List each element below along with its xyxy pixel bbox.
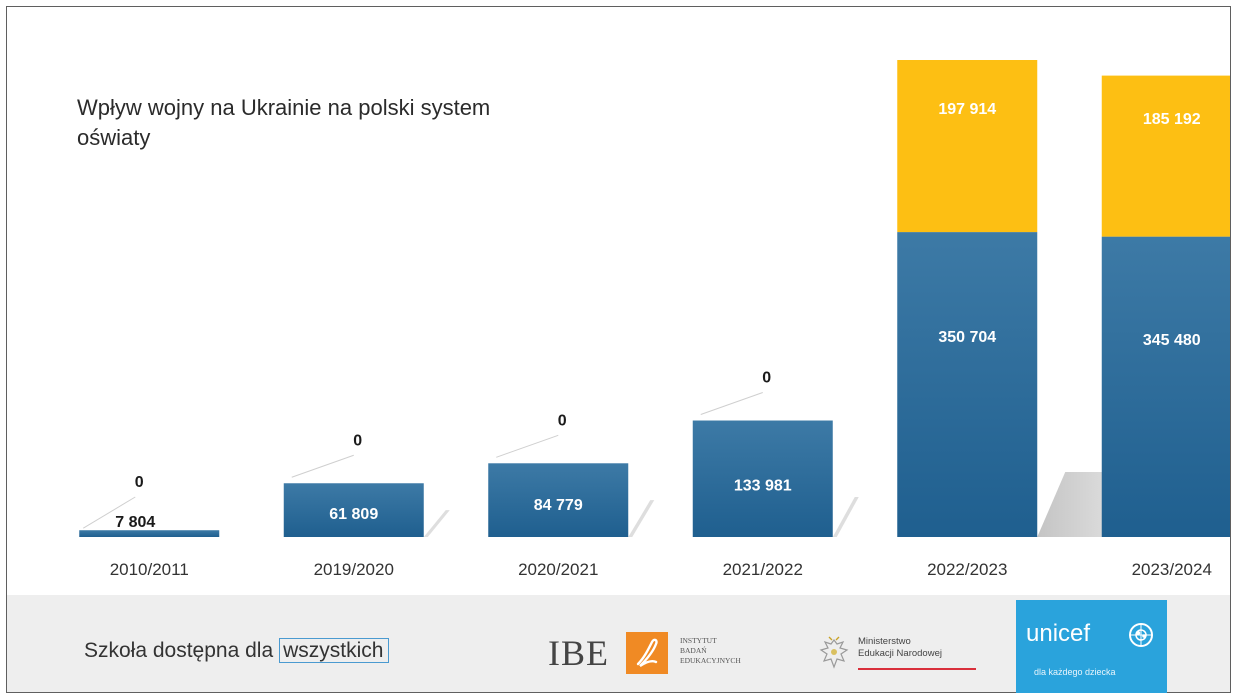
leader-line — [82, 496, 136, 529]
ibe-logo-icon — [626, 632, 668, 674]
slide-frame: 0 7 804 2010/2011 0 61 809 2019/2020 0 84 779 20… — [6, 6, 1231, 693]
ministry-name: Ministerstwo Edukacji Narodowej — [858, 636, 942, 659]
category-label: 2023/2024 — [1132, 560, 1212, 579]
data-label-blue: 345 480 — [1143, 332, 1201, 349]
data-label-blue: 84 779 — [534, 497, 583, 514]
ministry-red-line — [858, 668, 976, 670]
unicef-word: unicef — [1026, 620, 1091, 647]
category-label: 2010/2011 — [110, 560, 189, 579]
bar-yellow-2022/2023 — [897, 60, 1038, 233]
category-label: 2021/2022 — [723, 560, 803, 579]
ibe-letters: IBE — [548, 633, 609, 673]
bar-shadow — [628, 500, 655, 537]
category-label: 2019/2020 — [314, 560, 394, 579]
ibe-subtitle: INSTYTUT BADAŃ EDUKACYJNYCH — [680, 636, 741, 665]
leader-line — [291, 454, 354, 478]
data-label-zero: 0 — [762, 370, 771, 387]
tagline-boxed-word: wszystkich — [279, 638, 389, 663]
bar-blue-2022/2023 — [897, 232, 1038, 537]
bar-yellow-2023/2024 — [1101, 75, 1230, 237]
bar-blue-2010/2011 — [79, 530, 220, 537]
data-label-yellow: 197 914 — [938, 101, 996, 118]
bar-blue-2021/2022 — [692, 420, 833, 537]
tagline: Szkoła dostępna dla wszystkich — [84, 636, 389, 666]
data-label-blue: 7 804 — [115, 514, 155, 531]
data-label-blue: 133 981 — [734, 478, 792, 495]
data-label-yellow: 185 192 — [1143, 111, 1201, 128]
data-label-zero: 0 — [135, 474, 144, 491]
data-label-zero: 0 — [558, 412, 567, 429]
bar-blue-2023/2024 — [1101, 236, 1230, 537]
bar-shadow — [832, 497, 859, 537]
bar-chart: 0 7 804 2010/2011 0 61 809 2019/2020 0 84 779 20… — [79, 60, 1230, 579]
data-label-blue: 350 704 — [938, 329, 996, 346]
polish-eagle-icon — [819, 636, 849, 669]
leader-line — [496, 434, 559, 458]
category-label: 2020/2021 — [518, 560, 598, 579]
bar-shadow — [423, 510, 450, 537]
category-label: 2022/2023 — [927, 560, 1007, 579]
leader-line — [700, 392, 763, 415]
ministry-logo: Ministerstwo Edukacji Narodowej — [816, 630, 986, 682]
tagline-prefix: Szkoła dostępna dla — [84, 639, 274, 662]
data-label-blue: 61 809 — [329, 506, 378, 523]
bar-blue-2020/2021 — [488, 463, 629, 537]
unicef-emblem-icon — [1129, 623, 1153, 647]
data-label-zero: 0 — [353, 432, 362, 449]
chart-title: Wpływ wojny na Ukrainie na polski system… — [77, 95, 491, 150]
unicef-logo: unicef dla każdego dziecka — [1016, 600, 1167, 693]
bar-blue-2019/2020 — [283, 483, 424, 537]
unicef-tagline: dla każdego dziecka — [1034, 667, 1116, 677]
